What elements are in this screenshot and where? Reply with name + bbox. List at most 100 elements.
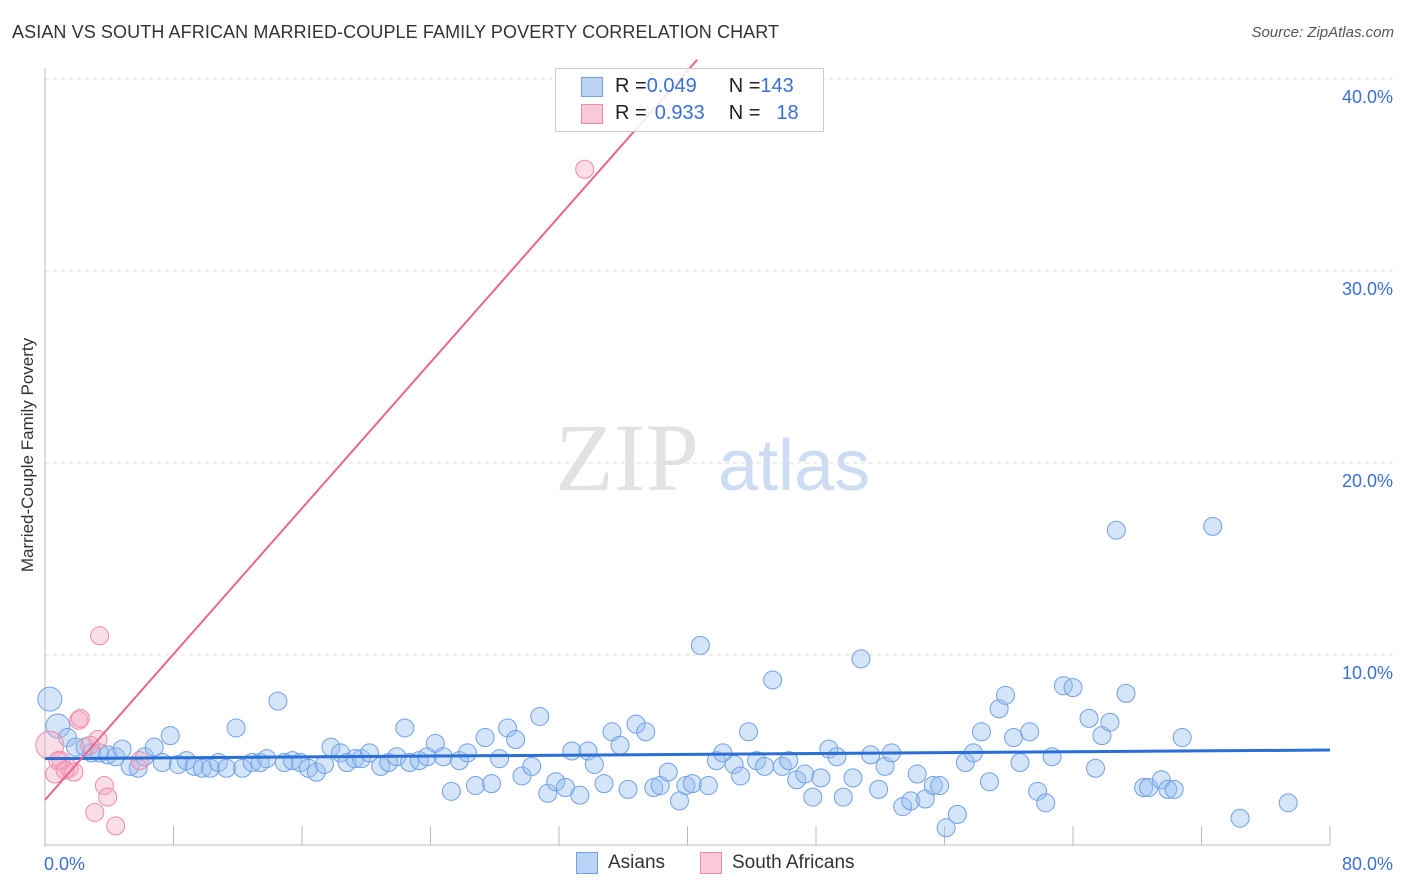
y-tick-label: 30.0%: [1342, 279, 1393, 299]
asian-point: [682, 774, 702, 794]
asians-swatch-icon: [581, 76, 603, 97]
asian-point: [45, 713, 71, 739]
legend-row-asians: R = 0.049 N = 143: [581, 75, 794, 98]
asian-point: [512, 766, 532, 786]
asian-point: [482, 774, 502, 794]
asian-point: [1010, 753, 1030, 773]
asian-point: [306, 762, 326, 782]
asian-point: [779, 751, 799, 771]
south-african-point: [94, 776, 114, 796]
asian-point: [1100, 712, 1120, 732]
y-tick-label: 10.0%: [1342, 663, 1393, 683]
south-africans-trend-line: [44, 59, 698, 801]
asian-point: [152, 753, 172, 773]
asian-point: [584, 754, 604, 774]
asian-point: [936, 818, 956, 838]
asian-point: [233, 758, 253, 778]
asian-point: [658, 762, 678, 782]
asian-point: [636, 722, 656, 742]
asian-point: [538, 783, 558, 803]
asian-point: [1079, 708, 1099, 728]
asian-point: [217, 758, 237, 778]
r-label: R =: [615, 102, 647, 124]
x-tick-label: 0.0%: [44, 854, 85, 874]
asian-point: [160, 726, 180, 746]
asian-point: [144, 737, 164, 757]
asian-point: [755, 756, 775, 776]
asian-point: [37, 686, 63, 712]
south-africans-legend-icon: [700, 852, 722, 874]
asian-point: [1106, 520, 1126, 540]
asians-r-value: 0.049: [646, 75, 697, 97]
asians-legend-icon: [576, 852, 598, 874]
asian-point: [570, 785, 590, 805]
asian-point: [1053, 676, 1073, 696]
asian-point: [947, 804, 967, 824]
asian-point: [1004, 728, 1024, 748]
asian-point: [731, 766, 751, 786]
asian-point: [690, 635, 710, 655]
asian-point: [644, 777, 664, 797]
asian-point: [1134, 777, 1154, 797]
asian-point: [843, 768, 863, 788]
south-africans-n-value: 18: [776, 102, 799, 124]
asian-point: [861, 745, 881, 765]
asian-point: [490, 749, 510, 769]
asian-point: [811, 768, 831, 788]
asian-point: [827, 747, 847, 767]
south-african-point: [98, 787, 118, 807]
asian-point: [498, 718, 518, 738]
asian-point: [971, 722, 991, 742]
asian-point: [226, 718, 246, 738]
asians-trend-line: [44, 748, 1331, 761]
south-africans-swatch-icon: [581, 103, 603, 124]
south-african-point: [48, 751, 68, 771]
asian-point: [1020, 722, 1040, 742]
asian-point: [530, 706, 550, 726]
asian-point: [1151, 770, 1171, 790]
asian-point: [930, 776, 950, 796]
asian-point: [923, 776, 943, 796]
south-african-point: [64, 762, 84, 782]
asian-point: [763, 670, 783, 690]
asian-point: [979, 772, 999, 792]
asian-point: [475, 728, 495, 748]
asian-point: [803, 787, 823, 807]
asian-point: [522, 756, 542, 776]
x-tick-label: 80.0%: [1342, 854, 1393, 874]
legend-box: R = 0.049 N = 143 R = 0.933 N = 18: [555, 68, 824, 132]
asian-point: [1158, 779, 1178, 799]
asian-point: [112, 739, 132, 759]
asian-point: [457, 743, 477, 763]
south-africans-r-value: 0.933: [654, 102, 705, 124]
asian-point: [851, 649, 871, 669]
asian-point: [795, 764, 815, 784]
asian-point: [996, 685, 1016, 705]
south-african-point: [575, 159, 595, 179]
south-african-point: [106, 816, 126, 836]
legend-label-asians: Asians: [608, 852, 666, 873]
asian-point: [1085, 758, 1105, 778]
asian-point: [395, 718, 415, 738]
asian-point: [907, 764, 927, 784]
asian-point: [901, 791, 921, 811]
asian-point: [1230, 808, 1250, 828]
asians-n-value: 143: [760, 75, 794, 97]
asian-point: [268, 691, 288, 711]
asian-point: [833, 787, 853, 807]
asian-point: [1028, 781, 1048, 801]
y-tick-label: 20.0%: [1342, 471, 1393, 491]
asian-point: [610, 735, 630, 755]
asian-point: [1172, 728, 1192, 748]
n-label: N =: [728, 102, 761, 124]
legend-label-south-africans: South Africans: [732, 852, 855, 873]
bottom-legend-south-africans: South Africans: [700, 852, 855, 874]
asian-point: [1278, 793, 1298, 813]
south-african-point: [70, 708, 90, 728]
asian-point: [441, 781, 461, 801]
r-label: R =: [615, 75, 647, 97]
asian-point: [739, 722, 759, 742]
watermark-atlas: atlas: [718, 426, 870, 506]
south-african-point: [90, 626, 110, 646]
